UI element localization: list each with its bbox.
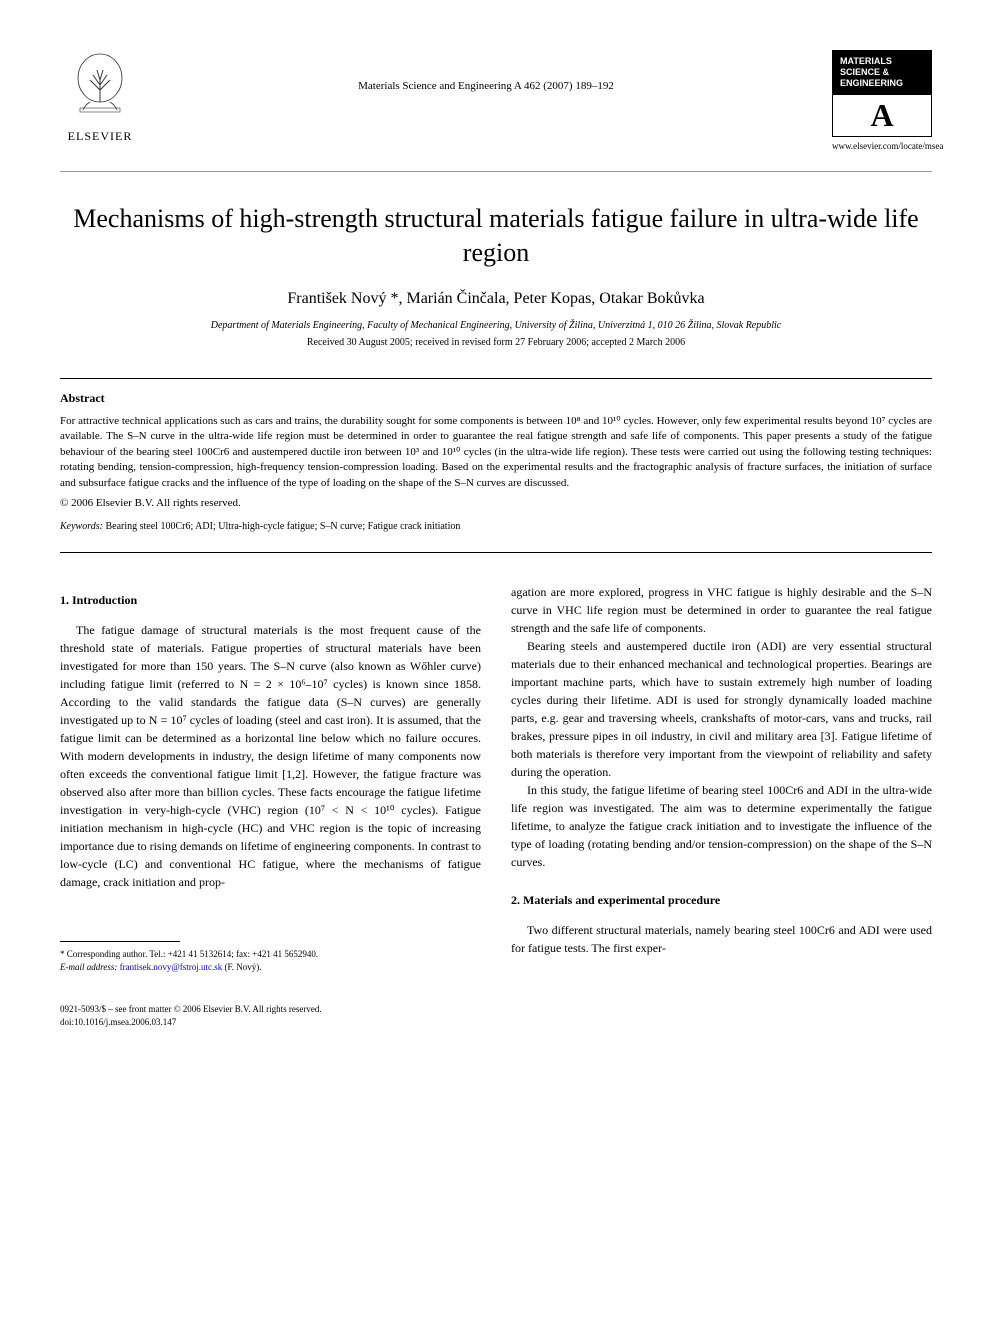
footnote-email[interactable]: frantisek.novy@fstroj.utc.sk bbox=[120, 962, 223, 972]
section-heading-materials: 2. Materials and experimental procedure bbox=[511, 891, 932, 909]
footnote-divider bbox=[60, 941, 180, 942]
body-paragraph: Bearing steels and austempered ductile i… bbox=[511, 637, 932, 781]
journal-box-line: ENGINEERING bbox=[840, 78, 924, 89]
journal-name-box: MATERIALS SCIENCE & ENGINEERING bbox=[832, 50, 932, 94]
footnote-email-label: E-mail address: bbox=[60, 962, 117, 972]
authors-line: František Nový *, Marián Činčala, Peter … bbox=[60, 290, 932, 308]
keywords-label: Keywords: bbox=[60, 521, 103, 532]
footer-doi: doi:10.1016/j.msea.2006.03.147 bbox=[60, 1016, 932, 1029]
affiliation: Department of Materials Engineering, Fac… bbox=[60, 320, 932, 331]
abstract-copyright: © 2006 Elsevier B.V. All rights reserved… bbox=[60, 497, 932, 509]
elsevier-tree-icon bbox=[65, 50, 135, 120]
journal-logo: MATERIALS SCIENCE & ENGINEERING A www.el… bbox=[832, 50, 932, 151]
footnote-contact: * Corresponding author. Tel.: +421 41 51… bbox=[60, 948, 481, 961]
keywords-line: Keywords: Bearing steel 100Cr6; ADI; Ult… bbox=[60, 521, 932, 532]
header-divider bbox=[60, 171, 932, 172]
journal-box-line: MATERIALS bbox=[840, 56, 924, 67]
corresponding-author-footnote: * Corresponding author. Tel.: +421 41 51… bbox=[60, 948, 481, 973]
body-paragraph: agation are more explored, progress in V… bbox=[511, 583, 932, 637]
abstract-bottom-rule bbox=[60, 552, 932, 553]
abstract-heading: Abstract bbox=[60, 391, 932, 406]
keywords-text: Bearing steel 100Cr6; ADI; Ultra-high-cy… bbox=[105, 521, 460, 532]
journal-box-line: SCIENCE & bbox=[840, 67, 924, 78]
body-columns: 1. Introduction The fatigue damage of st… bbox=[60, 583, 932, 973]
left-column: 1. Introduction The fatigue damage of st… bbox=[60, 583, 481, 973]
body-paragraph: Two different structural materials, name… bbox=[511, 921, 932, 957]
body-paragraph: In this study, the fatigue lifetime of b… bbox=[511, 781, 932, 871]
body-paragraph: The fatigue damage of structural materia… bbox=[60, 621, 481, 891]
publisher-logo: ELSEVIER bbox=[60, 50, 140, 144]
paper-title: Mechanisms of high-strength structural m… bbox=[60, 202, 932, 270]
page-header: ELSEVIER Materials Science and Engineeri… bbox=[60, 50, 932, 151]
footnote-email-name: (F. Nový). bbox=[224, 962, 261, 972]
footnote-email-line: E-mail address: frantisek.novy@fstroj.ut… bbox=[60, 961, 481, 974]
footer-issn: 0921-5093/$ – see front matter © 2006 El… bbox=[60, 1003, 932, 1016]
section-heading-intro: 1. Introduction bbox=[60, 591, 481, 609]
right-column: agation are more explored, progress in V… bbox=[511, 583, 932, 973]
submission-dates: Received 30 August 2005; received in rev… bbox=[60, 337, 932, 348]
journal-letter: A bbox=[832, 94, 932, 137]
abstract-text: For attractive technical applications su… bbox=[60, 414, 932, 491]
journal-reference: Materials Science and Engineering A 462 … bbox=[140, 80, 832, 92]
page-footer: 0921-5093/$ – see front matter © 2006 El… bbox=[60, 1003, 932, 1028]
publisher-name: ELSEVIER bbox=[60, 129, 140, 144]
journal-url: www.elsevier.com/locate/msea bbox=[832, 141, 932, 151]
abstract-top-rule bbox=[60, 378, 932, 379]
